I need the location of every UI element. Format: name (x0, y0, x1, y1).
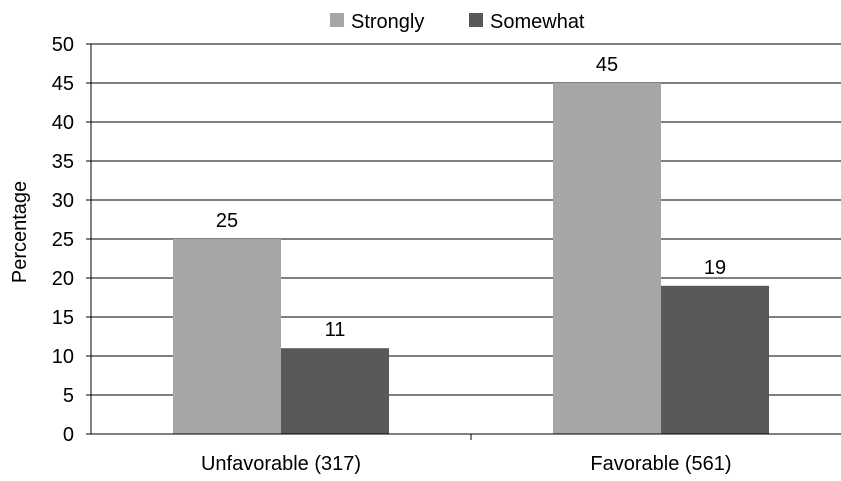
y-tick-label: 25 (52, 229, 74, 251)
legend: Strongly Somewhat (330, 11, 585, 33)
data-label: 45 (596, 54, 618, 76)
y-tick-label: 10 (52, 346, 74, 368)
bar-somewhat-favorable-561 (661, 285, 769, 434)
axes: 0 5 10 15 20 25 30 35 40 45 50 (52, 34, 841, 446)
x-category-label: Unfavorable (317) (201, 453, 361, 475)
y-axis-label: Percentage (9, 181, 31, 283)
y-tick-label: 0 (63, 424, 74, 446)
y-tick-label: 40 (52, 112, 74, 134)
y-tick-label: 50 (52, 34, 74, 56)
data-label: 19 (704, 257, 726, 279)
bar-strongly-favorable-561 (553, 83, 661, 434)
y-tick-label: 30 (52, 190, 74, 212)
bar-strongly-unfavorable-317 (173, 239, 281, 434)
legend-label-somewhat: Somewhat (490, 11, 585, 33)
x-category-label: Favorable (561) (590, 453, 731, 475)
legend-label-strongly: Strongly (351, 11, 424, 33)
y-tick-label: 5 (63, 385, 74, 407)
y-tick-label: 45 (52, 73, 74, 95)
y-tick-label: 15 (52, 307, 74, 329)
data-label: 11 (325, 319, 346, 341)
y-tick-label: 35 (52, 151, 74, 173)
legend-swatch-strongly (330, 13, 344, 27)
labels: 25 11 Unfavorable (317) 45 19 Favorable (561) (201, 54, 732, 475)
legend-swatch-somewhat (469, 13, 483, 27)
bar-somewhat-unfavorable-317 (281, 348, 389, 434)
bars (173, 83, 769, 434)
y-tick-label: 20 (52, 268, 74, 290)
data-label: 25 (216, 210, 238, 232)
